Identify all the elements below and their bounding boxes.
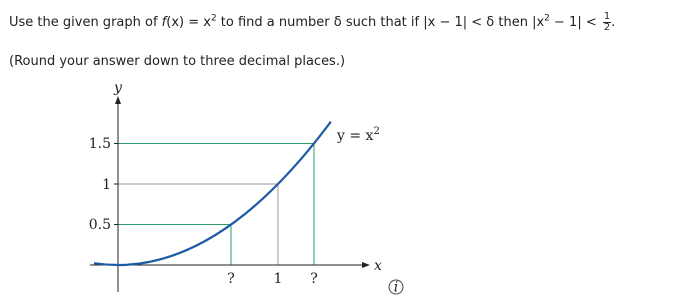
q-text: (x) = x (166, 15, 211, 30)
curve-label-power: 2 (373, 126, 379, 137)
q-text: f (161, 15, 167, 30)
y-label: 1 (102, 177, 111, 193)
y-axis-label: y (113, 80, 123, 96)
q-sup: 2 (210, 13, 217, 24)
ticks (114, 143, 118, 225)
curve-label-text: y = x (336, 128, 374, 144)
curve (93, 121, 332, 267)
q-text: − 1| < (549, 15, 601, 30)
x-label: ? (310, 271, 318, 287)
info-icon-text[interactable]: i (394, 280, 398, 296)
y-label: 0.5 (89, 217, 111, 233)
q-text: . (611, 15, 616, 30)
x-label: 1 (274, 271, 283, 287)
instruction: (Round your answer down to three decimal… (9, 54, 346, 69)
q-text: to find a number δ such that if |x − 1| … (216, 15, 545, 30)
info-icon[interactable] (388, 279, 404, 295)
q-sup: 2 (544, 13, 550, 24)
x-label: ? (227, 271, 235, 287)
curve-label: y = x2 (336, 126, 380, 144)
question: Use the given graph of f(x) = x2 to find… (9, 12, 615, 33)
q-text: Use the given graph of (9, 15, 162, 30)
numerator: 1 (602, 11, 612, 23)
y-label: 1.5 (89, 136, 111, 152)
denominator: 2 (603, 22, 611, 33)
guide-lines (118, 143, 315, 265)
x-axis-label: x (374, 258, 382, 274)
